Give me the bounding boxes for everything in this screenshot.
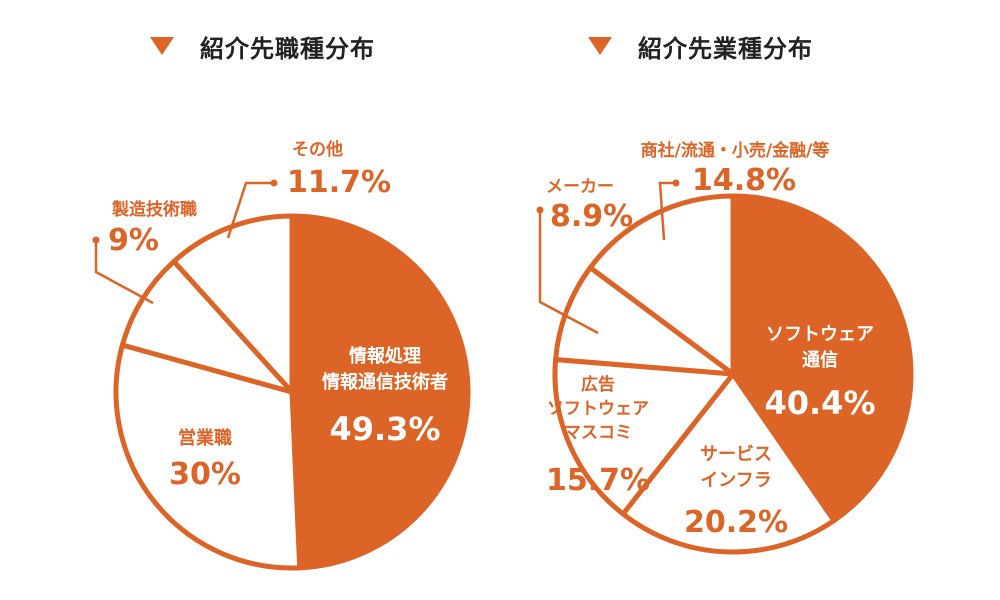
- slice-category-label: 情報通信技術者: [322, 371, 448, 393]
- slice-category-label: 営業職: [178, 427, 232, 449]
- pie-slice: [620, 371, 837, 555]
- slice-category-label: その他: [292, 139, 343, 160]
- leader-line: [658, 181, 676, 241]
- slice-value-label: 14.8%: [692, 163, 796, 198]
- slice-category-label: 製造技術職: [111, 199, 197, 220]
- slice-value-label: 40.4%: [764, 384, 875, 422]
- slice-category-label: ソフトウェア: [547, 399, 649, 419]
- slice-category-label: メーカー: [546, 177, 614, 197]
- pie-slice: [171, 213, 295, 395]
- slice-category-label: 商社/流通・小売/金融/等: [641, 140, 830, 161]
- chart-title-text: 紹介先職種分布: [200, 34, 375, 63]
- slice-value-label: 49.3%: [329, 410, 440, 448]
- slice-value-label: 8.9%: [550, 199, 633, 234]
- slice-category-label: 情報処理: [349, 345, 421, 367]
- pie-slice: [552, 356, 736, 517]
- pie-slice: [289, 213, 471, 571]
- pie-slice: [119, 258, 295, 395]
- slice-category-label: サービス: [700, 444, 772, 465]
- leader-dot: [270, 179, 278, 187]
- chart-title-left: 紹介先職種分布: [150, 26, 375, 66]
- triangle-down-icon: [150, 37, 174, 55]
- slice-category-label: 広告: [581, 374, 615, 395]
- slice-value-label: 9%: [108, 223, 159, 258]
- leader-dot: [92, 236, 100, 244]
- slice-value-label: 15.7%: [546, 463, 650, 498]
- slice-value-label: 20.2%: [684, 505, 788, 540]
- slice-category-label: ソフトウェア: [766, 324, 874, 345]
- pie-slice: [730, 193, 914, 524]
- pie-slice: [587, 193, 736, 377]
- pie-slice: [113, 342, 303, 571]
- leader-dot: [536, 206, 544, 214]
- slice-category-label: インフラ: [700, 470, 771, 491]
- slice-category-label: 通信: [802, 349, 838, 371]
- chart-title-text: 紹介先業種分布: [638, 34, 813, 63]
- slice-value-label: 30%: [169, 457, 241, 492]
- slice-value-label: 11.7%: [287, 165, 391, 200]
- triangle-down-icon: [588, 37, 612, 55]
- leader-dot: [672, 179, 680, 187]
- chart-title-right: 紹介先業種分布: [588, 26, 813, 66]
- leader-line: [94, 240, 154, 305]
- slice-category-label: マスコミ: [564, 423, 632, 443]
- leader-line: [538, 210, 599, 335]
- leader-line: [226, 181, 274, 239]
